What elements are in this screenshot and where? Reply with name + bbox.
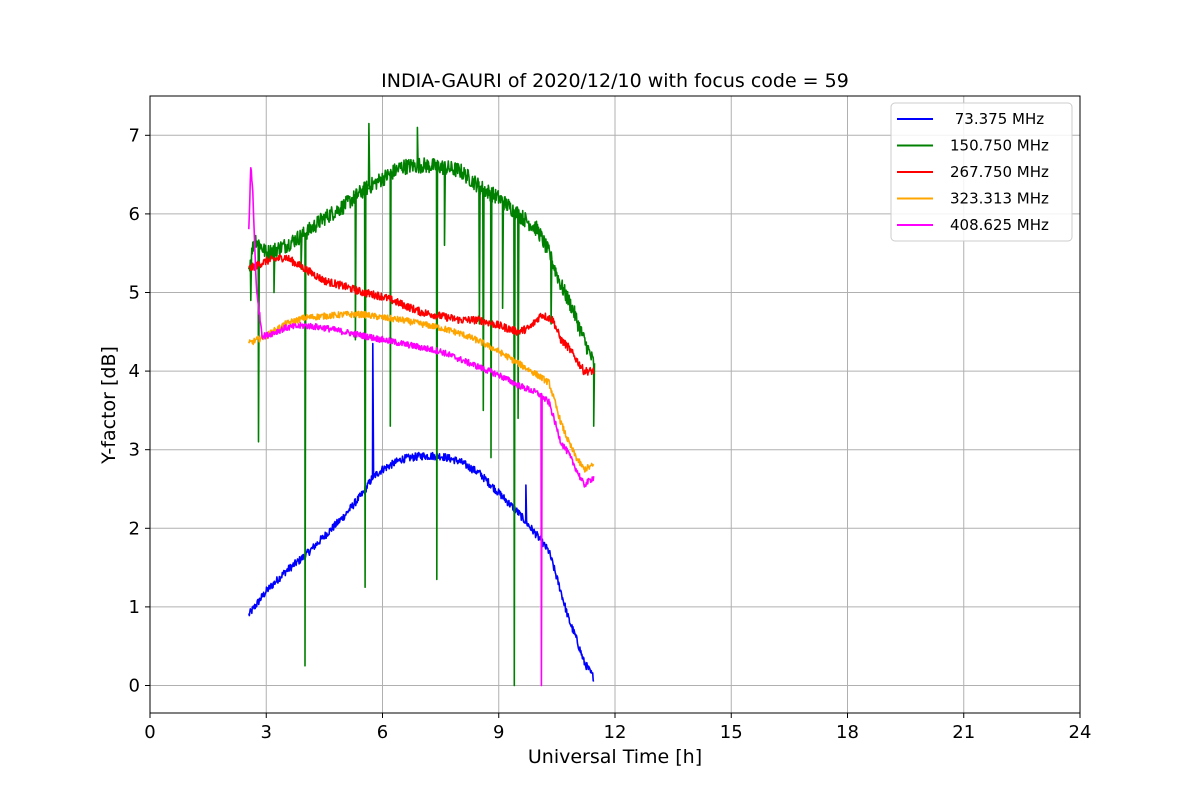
x-tick-label: 6 [377, 722, 388, 743]
y-axis-ticks: 0 1 2 3 4 5 6 7 [129, 125, 150, 696]
x-tick-label: 12 [604, 722, 627, 743]
y-tick-label: 2 [129, 518, 140, 539]
series-line-2 [248, 122, 596, 687]
y-axis-label: Y-factor [dB] [98, 346, 120, 465]
x-tick-label: 21 [952, 722, 975, 743]
y-tick-label: 0 [129, 675, 140, 696]
series-line-3 [248, 254, 595, 376]
legend-label-5: 408.625 MHz [950, 216, 1049, 234]
x-tick-label: 18 [836, 722, 859, 743]
x-axis-label: Universal Time [h] [528, 746, 702, 768]
legend-label-4: 323.313 MHz [950, 190, 1049, 208]
legend-label-2: 150.750 MHz [950, 137, 1049, 155]
legend-label-1: 73.375 MHz [950, 110, 1044, 128]
y-tick-label: 4 [129, 361, 140, 382]
series-line-1 [248, 342, 595, 682]
series-line-4 [248, 310, 595, 473]
y-tick-label: 5 [129, 282, 140, 303]
x-tick-label: 0 [144, 722, 155, 743]
x-tick-label: 15 [720, 722, 743, 743]
chart-title: INDIA-GAURI of 2020/12/10 with focus cod… [381, 70, 849, 92]
x-tick-label: 9 [493, 722, 504, 743]
x-axis-ticks: 0 3 6 9 12 15 18 21 24 [144, 713, 1091, 743]
y-tick-label: 1 [129, 597, 140, 618]
y-tick-label: 3 [129, 440, 140, 461]
series-group [248, 122, 596, 687]
y-tick-label: 6 [129, 204, 140, 225]
legend: 73.375 MHz 150.750 MHz 267.750 MHz 323.313 … [890, 102, 1073, 242]
x-tick-label: 3 [261, 722, 272, 743]
x-tick-label: 24 [1069, 722, 1092, 743]
legend-label-3: 267.750 MHz [950, 163, 1049, 181]
legend-box [890, 102, 1073, 242]
series-line-5 [248, 167, 595, 687]
y-tick-label: 7 [129, 125, 140, 146]
